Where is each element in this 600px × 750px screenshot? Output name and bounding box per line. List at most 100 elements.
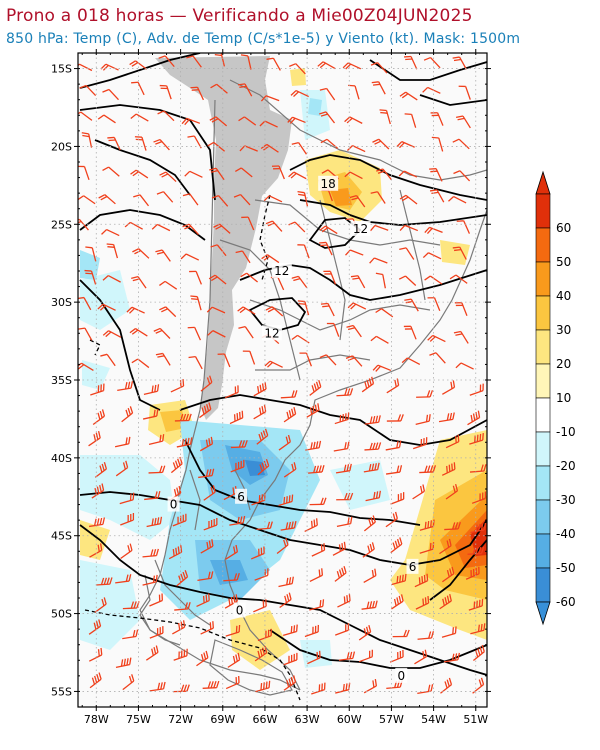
wind-barb xyxy=(188,355,203,370)
wind-barb xyxy=(470,623,486,635)
colorbar-box xyxy=(535,533,551,569)
wind-barb xyxy=(217,353,231,368)
lon-label: 51W xyxy=(463,713,488,726)
wind-barb xyxy=(401,357,421,365)
contour-label-bg xyxy=(233,602,246,618)
wind-barb xyxy=(88,619,102,635)
wind-barb xyxy=(102,330,122,338)
wind-barb xyxy=(155,249,171,262)
wind-barb xyxy=(209,167,225,181)
lon-labels: 78W 75W 72W 69W 66W 63W 60W 57W 54W 51W xyxy=(84,713,488,726)
wind-barb xyxy=(427,297,441,311)
wind-barb xyxy=(279,592,292,609)
wind-barb xyxy=(309,379,322,396)
wind-barb xyxy=(200,539,214,554)
wind-barb xyxy=(291,142,307,155)
wind-barb xyxy=(309,599,325,611)
wind-barb xyxy=(363,568,377,584)
wind-barb xyxy=(473,644,485,662)
wind-barb xyxy=(467,546,485,555)
wind-barb xyxy=(453,330,469,344)
wind-barb xyxy=(182,193,199,206)
wind-barb xyxy=(386,378,400,394)
colorbar-box xyxy=(535,567,551,603)
wind-barb xyxy=(385,440,402,451)
wind-barb xyxy=(102,166,120,177)
wind-barb xyxy=(237,83,253,97)
lon-label: 69W xyxy=(210,713,235,726)
wind-barb xyxy=(145,645,159,661)
colorbar-box xyxy=(535,261,551,297)
wind-barb xyxy=(283,675,297,691)
wind-barb xyxy=(229,410,244,425)
wind-barb xyxy=(441,462,456,476)
colorbar-cap-top xyxy=(535,170,551,195)
contour-label-bg xyxy=(395,667,408,683)
contour-label-bg xyxy=(271,263,292,278)
wind-barb xyxy=(94,597,107,613)
wind-barb xyxy=(142,409,159,420)
contour-label: 0 xyxy=(170,498,178,512)
wind-barb xyxy=(386,414,404,422)
wind-barb xyxy=(223,573,240,582)
colorbar-label: -10 xyxy=(556,425,576,439)
wind-barb xyxy=(350,275,366,289)
colorbar-label: -20 xyxy=(556,459,576,473)
wind-barb xyxy=(129,328,148,337)
wind-barb xyxy=(170,456,183,474)
wind-barb xyxy=(404,113,417,128)
wind-barb xyxy=(214,53,226,67)
wind-barb xyxy=(190,295,202,311)
wind-barb xyxy=(134,136,147,151)
wind-barb xyxy=(234,167,253,178)
lon-label: 66W xyxy=(252,713,277,726)
wind-barb xyxy=(336,388,354,397)
wind-barb xyxy=(455,115,471,129)
axis-ticks xyxy=(74,49,491,711)
wind-barb xyxy=(278,494,294,507)
wind-barb xyxy=(385,511,398,528)
lat-label: 45S xyxy=(51,530,72,543)
wind-barb xyxy=(203,517,218,531)
wind-barb xyxy=(440,677,453,694)
wind-barb xyxy=(256,428,269,445)
colorbar-label: -50 xyxy=(556,561,576,575)
colorbar-box xyxy=(535,499,551,535)
wind-barb xyxy=(319,87,336,101)
lat-label: 15S xyxy=(51,63,72,76)
wind-barb xyxy=(389,649,404,663)
wind-barb xyxy=(398,170,418,178)
wind-barb xyxy=(317,61,336,70)
contour-label-bg xyxy=(318,175,339,191)
wind-barb xyxy=(155,352,171,366)
wind-barb xyxy=(278,434,291,451)
wind-barb xyxy=(412,437,428,450)
contour-label-bg xyxy=(167,496,180,512)
wind-barb xyxy=(306,403,320,418)
wind-barb xyxy=(197,571,214,582)
wind-barb xyxy=(370,335,389,344)
wind-barb xyxy=(456,220,471,234)
wind-barb xyxy=(117,381,134,392)
wind-barb xyxy=(211,195,229,207)
wind-barb xyxy=(283,652,298,666)
lat-label: 50S xyxy=(51,608,72,621)
wind-barb xyxy=(199,436,214,452)
wind-barb xyxy=(257,458,270,476)
wind-barb xyxy=(363,462,380,473)
wind-barb xyxy=(283,462,297,478)
wind-barb xyxy=(335,463,352,474)
contour-label: 0 xyxy=(397,669,405,683)
terrain-mask xyxy=(155,56,292,420)
wind-barb xyxy=(369,224,389,232)
wind-barb xyxy=(278,576,294,588)
wind-barb xyxy=(174,601,191,611)
wind-barb xyxy=(371,81,386,95)
wind-barb xyxy=(78,362,94,371)
wind-barb xyxy=(455,362,474,370)
wind-barb xyxy=(391,594,404,610)
lon-label: 78W xyxy=(84,713,109,726)
wind-barb xyxy=(129,60,148,70)
wind-barb xyxy=(417,631,435,640)
wind-barb xyxy=(94,462,108,478)
